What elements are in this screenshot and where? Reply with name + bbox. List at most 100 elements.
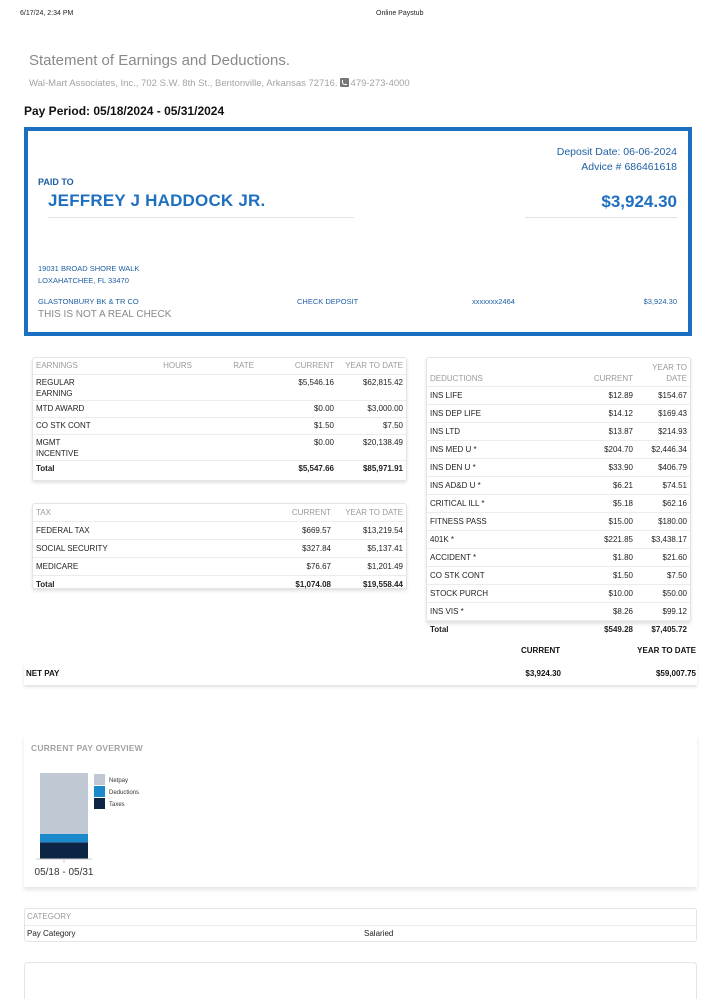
col-tax: TAX [36, 508, 51, 517]
earning-ytd: $7.50 [337, 417, 406, 435]
deduction-ytd: $21.60 [636, 547, 690, 566]
legend-swatch-deductions [94, 786, 105, 797]
legend-label: Netpay [109, 778, 128, 784]
deduction-current: $13.87 [566, 421, 636, 440]
deposit-type: CHECK DEPOSIT [297, 297, 359, 306]
table-row: CRITICAL ILL * $5.18 $62.16 [427, 493, 690, 512]
table-row: INS VIS * $8.26 $99.12 [427, 601, 690, 620]
category-header: CATEGORY [27, 912, 72, 921]
bank-row: GLASTONBURY BK & TR CO CHECK DEPOSIT xxx… [38, 297, 677, 307]
pay-period: Pay Period: 05/18/2024 - 05/31/2024 [24, 104, 225, 118]
earning-ytd: $3,000.00 [337, 400, 406, 418]
table-row: MTD AWARD $0.00 $3,000.00 [33, 400, 406, 418]
print-page-title: Online Paystub [376, 10, 424, 17]
overview-title: CURRENT PAY OVERVIEW [31, 743, 143, 753]
tax-ytd: $5,137.41 [334, 539, 406, 558]
earning-rate [195, 434, 257, 461]
deduction-ytd: $74.51 [636, 475, 690, 494]
deduction-name: INS AD&D U * [427, 475, 566, 494]
table-row: MGMT INCENTIVE $0.00 $20,138.49 [33, 434, 406, 461]
tax-current: $76.67 [254, 557, 334, 576]
table-row: 401K * $221.85 $3,438.17 [427, 529, 690, 548]
amount-underline [525, 217, 677, 218]
deduction-current: $5.18 [566, 493, 636, 512]
earning-current: $5,546.16 [257, 374, 337, 401]
col-hours: HOURS [163, 361, 192, 370]
tax-card: TAX CURRENT YEAR TO DATE FEDERAL TAX $66… [32, 503, 407, 593]
deduction-ytd: $154.67 [636, 385, 690, 404]
company-info: Wal-Mart Associates, Inc., 702 S.W. 8th … [29, 78, 410, 89]
account-number: xxxxxxx2464 [472, 297, 515, 306]
table-row: ACCIDENT * $1.80 $21.60 [427, 547, 690, 566]
check-amount: $3,924.30 [601, 192, 677, 211]
payee-address-line2: LOXAHATCHEE, FL 33470 [38, 276, 129, 285]
col-ytd-line2: DATE [666, 373, 687, 383]
deduction-name: INS MED U * [427, 439, 566, 458]
net-pay-ytd: $59,007.75 [655, 669, 696, 678]
deductions-header-row: DEDUCTIONS CURRENT YEAR TO DATE [427, 358, 690, 386]
deduction-current: $14.12 [566, 403, 636, 422]
earning-rate [195, 374, 257, 401]
deduction-name: INS LIFE [427, 385, 566, 404]
deduction-current: $204.70 [566, 439, 636, 458]
deduction-current: $8.26 [566, 601, 636, 620]
col-current: CURRENT [294, 361, 334, 370]
payee-address-line1: 19031 BROAD SHORE WALK [38, 264, 140, 273]
deductions-card: DEDUCTIONS CURRENT YEAR TO DATE INS LIFE $… [426, 357, 691, 638]
company-address: Wal-Mart Associates, Inc., 702 S.W. 8th … [29, 78, 338, 89]
deduction-current: $12.89 [566, 385, 636, 404]
col-ytd: YEAR TO DATE [636, 358, 690, 386]
total-empty [129, 460, 195, 477]
net-ytd-header: YEAR TO DATE [637, 646, 696, 655]
deduction-name: FITNESS PASS [427, 511, 566, 530]
table-row: FEDERAL TAX $669.57 $13,219.54 [33, 521, 406, 540]
col-earnings: EARNINGS [36, 361, 78, 370]
advice-number: Advice # 686461618 [581, 161, 677, 173]
earning-name: CO STK CONT [33, 417, 129, 435]
bar-deductions [40, 833, 88, 843]
earnings-table: EARNINGS HOURS RATE CURRENT YEAR TO DATE… [33, 358, 406, 477]
table-row: FITNESS PASS $15.00 $180.00 [427, 511, 690, 530]
deduction-current: $33.90 [566, 457, 636, 476]
earnings-card: EARNINGS HOURS RATE CURRENT YEAR TO DATE… [32, 357, 407, 481]
deduction-current: $1.50 [566, 565, 636, 584]
deduction-ytd: $214.93 [636, 421, 690, 440]
legend-label: Taxes [109, 802, 125, 808]
earning-name-line1: MGMT [36, 438, 61, 447]
net-pay-current: $3,924.30 [525, 669, 561, 678]
tax-total-ytd: $19,558.44 [334, 575, 406, 593]
table-row: INS MED U * $204.70 $2,446.34 [427, 439, 690, 458]
category-divider [25, 925, 696, 926]
pay-category-value: Salaried [364, 929, 394, 938]
print-header: 6/17/24, 2:34 PM Online Paystub [20, 10, 702, 22]
pay-overview-card: CURRENT PAY OVERVIEW 05/18 - 05/31 Netpay… [24, 735, 697, 887]
earning-name: MGMT INCENTIVE [33, 434, 129, 461]
earning-name-line2: INCENTIVE [36, 449, 79, 458]
net-current-header: CURRENT [521, 646, 561, 655]
table-row: MEDICARE $76.67 $1,201.49 [33, 557, 406, 576]
deduction-ytd: $3,438.17 [636, 529, 690, 548]
earnings-total-current: $5,547.66 [257, 460, 337, 477]
tax-table: TAX CURRENT YEAR TO DATE FEDERAL TAX $66… [33, 504, 406, 593]
bank-name: GLASTONBURY BK & TR CO [38, 297, 139, 306]
total-label: Total [33, 460, 129, 477]
statement-title: Statement of Earnings and Deductions. [29, 52, 290, 69]
table-row: REGULAR EARNING $5,546.16 $62,815.42 [33, 374, 406, 401]
earning-hours [129, 374, 195, 401]
tax-header-row: TAX CURRENT YEAR TO DATE [33, 504, 406, 522]
bar-taxes [40, 842, 88, 859]
pay-category-label: Pay Category [27, 929, 76, 938]
pay-overview-chart: 05/18 - 05/31 Netpay Deductions Taxes [35, 773, 139, 878]
col-deductions: DEDUCTIONS [430, 373, 483, 383]
disclaimer: THIS IS NOT A REAL CHECK [38, 309, 172, 320]
tax-total-current: $1,074.08 [254, 575, 334, 593]
net-pay-label: NET PAY [26, 669, 60, 678]
tax-name: SOCIAL SECURITY [33, 539, 254, 558]
deduction-name: 401K * [427, 529, 566, 548]
deductions-total-current: $549.28 [566, 619, 636, 638]
earning-hours [129, 417, 195, 435]
table-row: CO STK CONT $1.50 $7.50 [427, 565, 690, 584]
x-tick-label: 05/18 - 05/31 [35, 867, 94, 878]
tax-current: $327.84 [254, 539, 334, 558]
earning-name: MTD AWARD [33, 400, 129, 418]
